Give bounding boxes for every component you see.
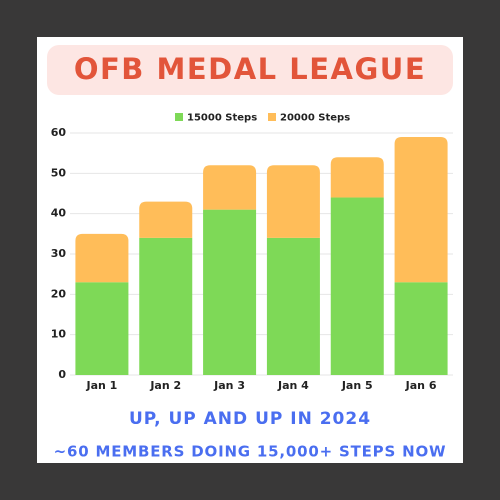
y-tick-label: 30 [51,247,67,260]
y-tick-label: 20 [51,287,67,300]
bar-segment [139,201,193,238]
bar-segment [139,237,193,375]
x-tick-label: Jan 3 [213,379,245,392]
x-tick-label: Jan 4 [277,379,309,392]
bar-segment [394,282,448,375]
legend-swatch [175,113,183,121]
y-tick-label: 0 [58,368,66,381]
bar-segment [266,165,320,238]
bar-segment [330,197,384,375]
y-tick-label: 60 [51,126,67,139]
x-tick-label: Jan 1 [85,379,117,392]
bar-segment [394,137,448,283]
y-tick-label: 40 [51,207,67,220]
bar-segment [75,282,129,375]
bar-segment [266,237,320,375]
bar-segment [330,157,384,198]
x-tick-label: Jan 2 [149,379,181,392]
annotation: UP, UP AND UP IN 2024 [129,409,371,429]
x-tick-label: Jan 5 [341,379,373,392]
legend-label: 20000 Steps [280,113,350,124]
y-tick-label: 50 [51,166,67,179]
legend-swatch [268,113,276,121]
y-tick-label: 10 [51,328,67,341]
chart-title: OFB MEDAL LEAGUE [74,52,426,86]
annotation: ~60 MEMBERS DOING 15,000+ STEPS NOW [54,443,447,461]
bar-segment [203,209,257,375]
x-tick-label: Jan 6 [405,379,437,392]
bar-segment [203,165,257,210]
legend-label: 15000 Steps [187,113,257,124]
title-pill [47,45,453,95]
bar-segment [75,233,129,283]
